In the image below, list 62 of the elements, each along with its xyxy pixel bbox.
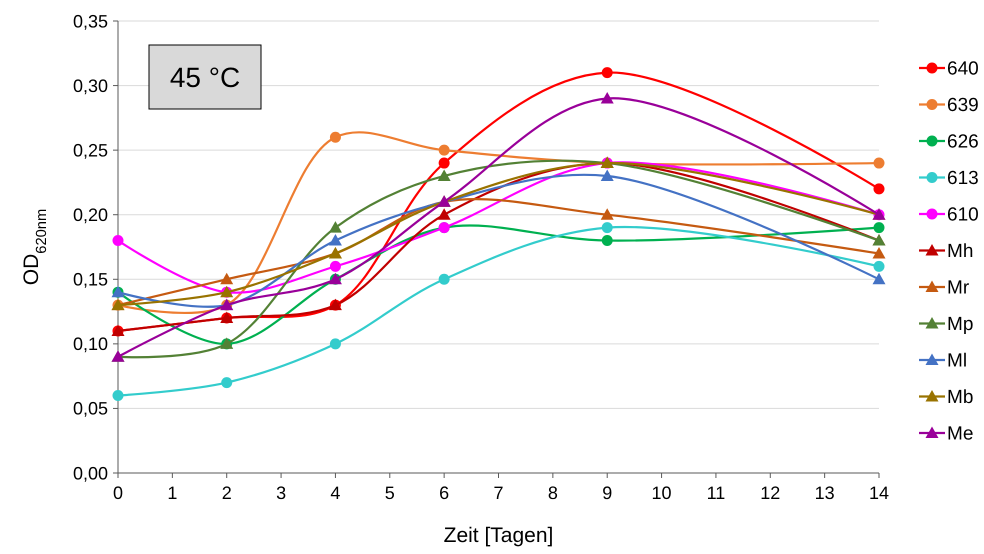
x-tick-label: 2: [222, 483, 232, 503]
point: [872, 246, 886, 258]
point: [872, 272, 886, 284]
point: [438, 274, 450, 285]
legend-label: 639: [947, 95, 979, 116]
point: [438, 169, 451, 181]
x-tick-label: 12: [760, 483, 780, 503]
x-tick-label: 4: [330, 483, 340, 503]
legend-label: Mp: [947, 314, 974, 336]
x-tick-label: 8: [548, 483, 558, 503]
point: [874, 260, 884, 272]
point: [220, 272, 234, 284]
x-tick-label: 11: [706, 483, 726, 503]
x-tick-label: 9: [602, 483, 612, 503]
point: [602, 222, 613, 234]
y-tick-label: 0,10: [72, 334, 108, 354]
x-tick-label: 5: [384, 483, 395, 503]
y-tick-label: 0,35: [72, 11, 108, 32]
point: [438, 208, 451, 220]
point: [328, 221, 342, 233]
legend-label: Mb: [947, 387, 974, 408]
point: [600, 208, 614, 220]
x-tick-label: 13: [814, 483, 835, 503]
y-tick-label: 0,15: [72, 270, 108, 290]
x-tick-label: 6: [439, 483, 450, 503]
legend-label: 626: [947, 132, 979, 153]
x-tick-label: 10: [652, 483, 672, 503]
y-tick-label: 0,25: [72, 140, 108, 160]
y-tick-label: 0,20: [72, 205, 108, 226]
x-tick-label: 7: [493, 483, 504, 503]
point: [330, 132, 341, 143]
legend-label: Me: [947, 424, 974, 445]
point: [221, 377, 232, 388]
x-tick-label: 3: [276, 483, 286, 503]
point: [328, 234, 342, 246]
point: [600, 169, 614, 181]
legend-label: 613: [947, 168, 979, 190]
legend-label: Mr: [947, 278, 970, 299]
legend-label: Mh: [947, 241, 974, 262]
point: [874, 183, 884, 194]
point: [602, 67, 613, 78]
annotation: 45 °C: [170, 62, 240, 93]
point: [112, 390, 124, 402]
y-tick-label: 0,00: [72, 463, 108, 484]
x-axis-title: Zeit [Tagen]: [444, 524, 554, 547]
point: [600, 92, 614, 104]
point: [874, 158, 884, 169]
point: [330, 260, 341, 272]
point: [438, 144, 450, 156]
y-tick-label: 0,30: [72, 76, 108, 96]
legend-label: 640: [947, 58, 979, 80]
x-tick-label: 14: [868, 483, 890, 503]
x-tick-label: 1: [167, 483, 178, 503]
legend-label: 610: [947, 204, 979, 226]
point: [438, 158, 450, 169]
point: [330, 338, 341, 350]
x-tick-label: 0: [112, 483, 124, 503]
legend-label: Ml: [947, 350, 968, 372]
point: [874, 222, 884, 234]
point: [602, 235, 613, 246]
point: [112, 235, 124, 246]
y-tick-label: 0,05: [72, 398, 108, 419]
